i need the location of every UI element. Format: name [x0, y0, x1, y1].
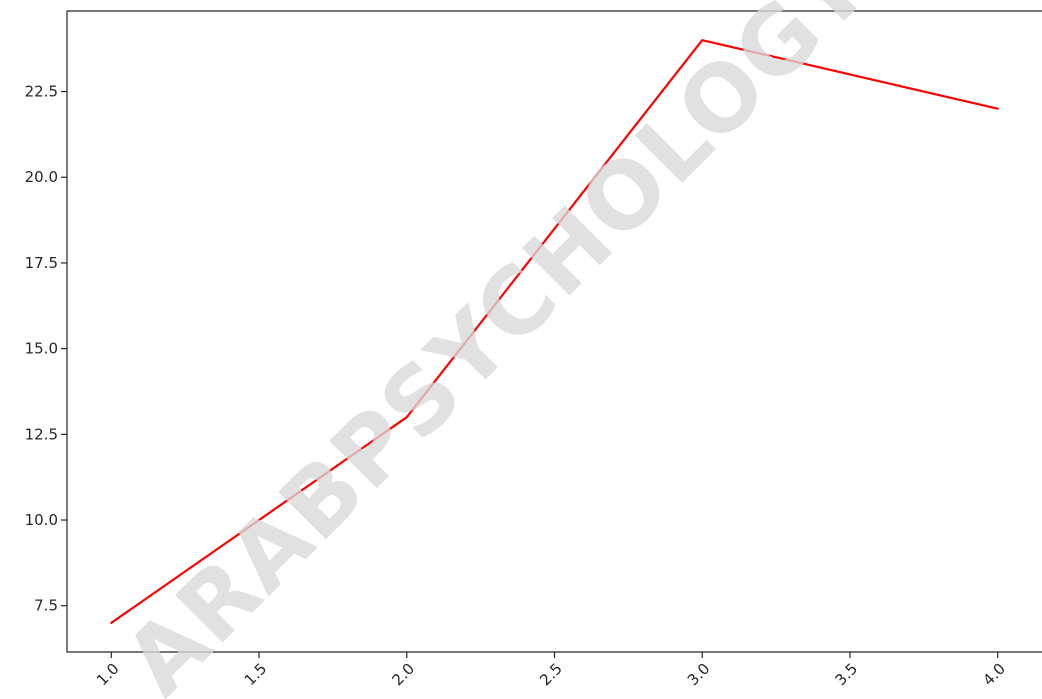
watermark-text: ARABPSYCHOLOGY [105, 0, 891, 699]
x-tick-label: 1.0 [93, 660, 123, 690]
y-tick-label: 17.5 [25, 254, 58, 272]
x-tick-label: 4.0 [979, 660, 1009, 690]
x-tick-label: 1.5 [241, 660, 271, 690]
x-tick-label: 3.0 [684, 660, 714, 690]
x-tick-label: 3.5 [832, 660, 862, 690]
y-tick-label: 20.0 [25, 168, 58, 186]
watermark: ARABPSYCHOLOGY [105, 0, 891, 699]
series-layer [110, 39, 999, 624]
x-tick-label: 2.5 [536, 660, 566, 690]
plot-area [66, 10, 1042, 653]
x-tick-label: 2.0 [388, 660, 418, 690]
y-tick-label: 12.5 [25, 425, 58, 443]
axes-frame [66, 10, 1042, 653]
y-tick-label: 15.0 [25, 340, 58, 358]
y-tick-label: 10.0 [25, 511, 58, 529]
y-tick-label: 22.5 [25, 83, 58, 101]
y-tick-label: 7.5 [34, 597, 58, 615]
series-line [110, 39, 999, 624]
